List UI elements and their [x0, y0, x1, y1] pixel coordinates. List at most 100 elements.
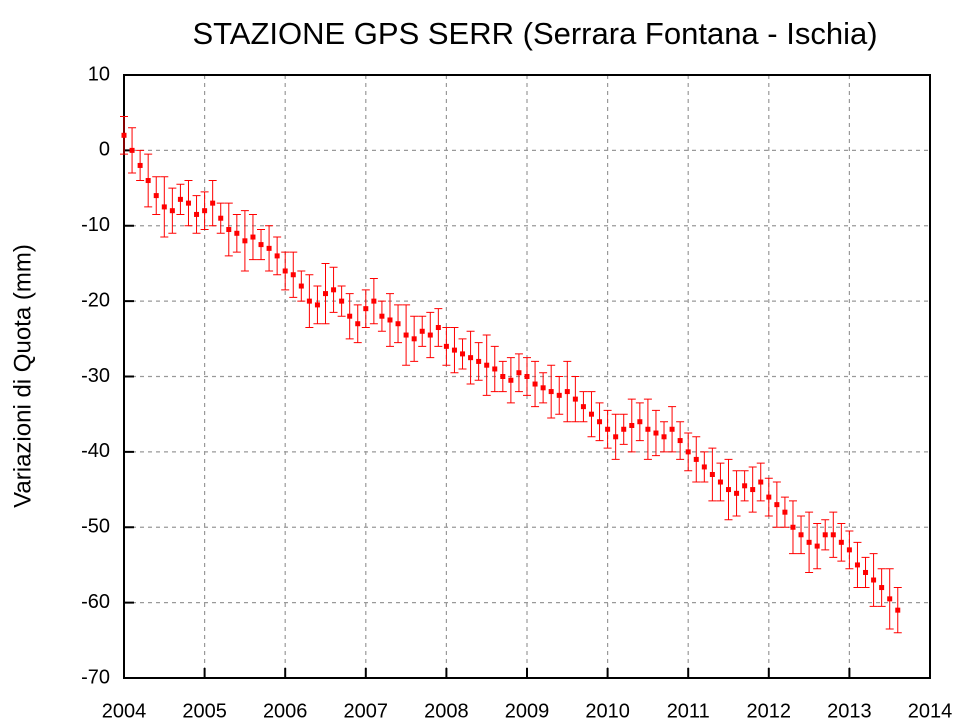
data-point — [403, 332, 409, 338]
data-point — [331, 287, 337, 293]
y-tick-label: -20 — [81, 289, 110, 311]
x-tick-label: 2006 — [263, 700, 308, 722]
data-point — [185, 200, 191, 206]
data-point — [516, 370, 522, 376]
y-tick-label: 0 — [99, 139, 110, 161]
x-tick-label: 2009 — [505, 700, 550, 722]
data-point — [653, 430, 659, 436]
x-tick-label: 2010 — [585, 700, 630, 722]
data-point — [258, 242, 264, 248]
data-point — [387, 317, 393, 323]
data-point — [177, 196, 183, 202]
data-point — [395, 321, 401, 327]
data-point — [597, 419, 603, 425]
data-point — [363, 306, 369, 312]
data-point — [314, 302, 320, 308]
data-point — [790, 524, 796, 530]
y-tick-label: -10 — [81, 214, 110, 236]
data-point — [371, 298, 377, 304]
data-point — [613, 434, 619, 440]
y-axis-label: Variazioni di Quota (mm) — [9, 244, 36, 508]
data-point — [580, 404, 586, 410]
data-point — [572, 396, 578, 402]
data-point — [532, 381, 538, 387]
data-point — [726, 487, 731, 493]
data-point — [427, 332, 433, 338]
data-point — [637, 419, 643, 425]
data-point — [693, 456, 699, 462]
data-point — [701, 464, 707, 470]
data-point — [347, 313, 353, 319]
data-point — [476, 358, 482, 364]
data-point — [234, 230, 240, 236]
data-point — [709, 471, 715, 477]
data-point — [814, 543, 820, 549]
data-point — [685, 449, 691, 455]
x-tick-label: 2013 — [827, 700, 872, 722]
data-point — [854, 562, 860, 568]
y-tick-label: -50 — [81, 516, 110, 538]
data-point — [411, 336, 417, 342]
data-point — [242, 238, 248, 244]
data-point — [282, 268, 288, 274]
x-tick-label: 2008 — [424, 700, 469, 722]
data-point — [556, 392, 562, 398]
data-point — [492, 366, 498, 372]
data-point — [226, 227, 232, 233]
data-point — [298, 283, 304, 289]
data-point — [468, 355, 474, 361]
x-tick-label: 2014 — [908, 700, 953, 722]
data-point — [734, 490, 740, 496]
data-point — [210, 200, 216, 206]
y-tick-label: 10 — [88, 63, 110, 85]
data-point — [451, 347, 457, 353]
y-tick-label: -30 — [81, 365, 110, 387]
x-tick-label: 2012 — [747, 700, 792, 722]
data-point — [798, 532, 804, 538]
data-point — [443, 343, 449, 349]
data-point — [266, 245, 272, 251]
chart-title: STAZIONE GPS SERR (Serrara Fontana - Isc… — [192, 16, 877, 51]
data-point — [218, 215, 224, 221]
data-point — [750, 487, 756, 493]
data-point — [540, 385, 546, 391]
data-point — [838, 539, 844, 545]
plot-frame — [123, 74, 931, 679]
data-point — [661, 434, 667, 440]
data-point — [758, 479, 764, 485]
x-tick-label: 2005 — [182, 700, 227, 722]
data-point — [145, 178, 151, 184]
data-point — [250, 234, 256, 240]
data-point — [460, 351, 466, 357]
data-point — [879, 585, 885, 591]
data-point — [484, 362, 490, 368]
data-point — [621, 426, 627, 432]
data-point — [129, 147, 135, 153]
data-point — [806, 539, 812, 545]
x-tick-label: 2007 — [344, 700, 389, 722]
data-point — [153, 193, 159, 199]
data-point — [202, 208, 208, 214]
data-point — [169, 208, 175, 214]
data-point — [822, 532, 828, 538]
data-point — [500, 374, 506, 379]
data-point — [774, 502, 780, 508]
data-point — [355, 321, 361, 327]
data-point — [677, 438, 683, 444]
data-point — [548, 389, 554, 395]
data-point — [645, 426, 651, 432]
data-point — [323, 291, 328, 297]
data-point — [863, 569, 869, 575]
data-point — [379, 313, 385, 319]
x-tick-label: 2004 — [102, 700, 147, 722]
data-point — [524, 374, 530, 379]
data-point — [887, 596, 893, 602]
y-tick-label: -70 — [81, 666, 110, 688]
data-point — [290, 272, 296, 278]
data-point — [871, 577, 877, 583]
data-point — [274, 253, 280, 259]
data-point — [742, 483, 748, 489]
data-point — [605, 426, 611, 432]
data-point — [846, 547, 852, 553]
